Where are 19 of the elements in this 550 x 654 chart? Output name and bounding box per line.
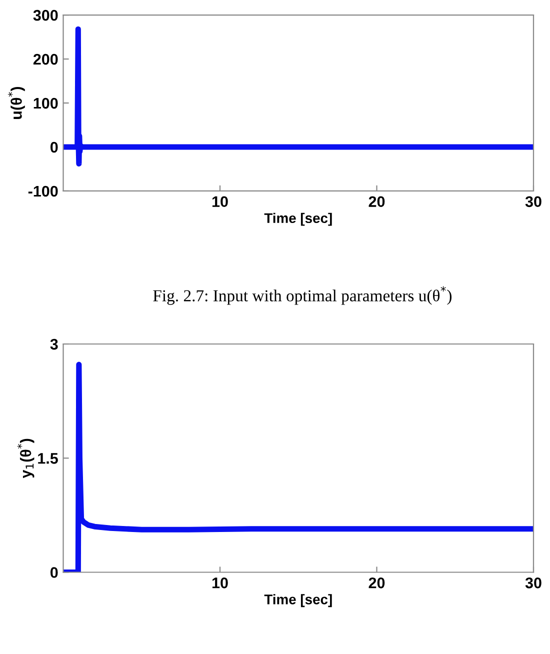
y-tick-label: 200 [33,54,58,65]
y-tick-label: 100 [34,98,58,109]
x-tick-label: 10 [212,196,228,208]
x-axis-title: Time [sec] [264,212,332,226]
y-tick-label: 0 [50,142,58,153]
x-tick-label: 30 [525,196,542,208]
y-tick-label: 0 [50,567,58,578]
y-tick-label: 1.5 [38,453,58,464]
caption: Fig. 2.7: Input with optimal parameters u(θ$^{*}$) [153,286,452,305]
y-tick-label: 3 [50,338,58,350]
y-tick-label: -100 [28,186,58,197]
x-tick-label: 10 [212,578,228,588]
y-axis-title: y$_{1}$(θ$^{*}$) [17,438,34,478]
x-axis-title: Time [sec] [264,594,332,608]
y-axis-title: u(θ$^{*}$) [8,86,25,119]
x-tick-label: 20 [368,578,385,588]
x-tick-label: 20 [368,196,385,208]
y-tick-label: 300 [33,10,58,21]
x-tick-label: 30 [525,578,542,588]
